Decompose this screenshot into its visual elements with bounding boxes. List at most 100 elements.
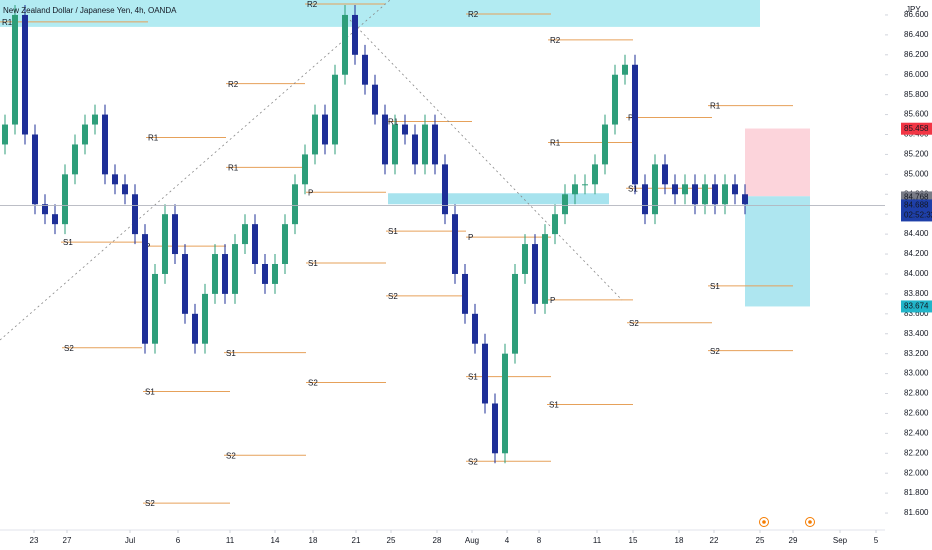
candle-body	[742, 194, 748, 205]
candle-body	[612, 74, 618, 125]
event-icon-dot	[762, 520, 766, 524]
pivot-label: S1	[710, 282, 720, 291]
candle-body	[32, 134, 38, 205]
pivot-label: P	[468, 233, 473, 242]
candle-body	[142, 234, 148, 344]
candle-body	[522, 244, 528, 274]
candle-body	[402, 124, 408, 135]
price-countdown: 02:52:32	[904, 211, 932, 220]
candle-body	[572, 184, 578, 195]
candle-body	[182, 254, 188, 314]
x-tick-label: 18	[675, 536, 684, 545]
y-tick-label: 82.000	[904, 468, 929, 477]
candle-body	[642, 184, 648, 215]
candle-body	[12, 14, 18, 125]
price-label-bg	[901, 300, 932, 313]
x-tick-label: Aug	[465, 536, 479, 545]
candle-body	[132, 194, 138, 235]
candle-body	[322, 114, 328, 145]
x-tick-label: 5	[874, 536, 879, 545]
candle-body	[162, 214, 168, 274]
candle-body	[442, 164, 448, 215]
x-tick-label: Sep	[833, 536, 848, 545]
candle-body	[492, 403, 498, 454]
candle-body	[52, 214, 58, 225]
y-tick-label: 82.400	[904, 428, 929, 437]
price-axis	[885, 0, 932, 550]
pivot-label: R2	[228, 80, 239, 89]
pivot-label: R2	[307, 0, 318, 9]
pivot-label: S1	[308, 259, 318, 268]
candle-body	[172, 214, 178, 255]
pivot-label: P	[550, 296, 555, 305]
x-tick-label: Jul	[125, 536, 135, 545]
x-tick-label: 29	[789, 536, 798, 545]
candle-body	[262, 264, 268, 284]
candle-body	[462, 273, 468, 314]
trend-line	[349, 19, 623, 301]
candle-body	[362, 54, 368, 85]
pivots: R1R2R2R2R2R1R1R1R1R1PPPPPS1S1S1S1S1S1S1S…	[0, 0, 793, 508]
pivot-label: S2	[629, 319, 639, 328]
candle-body	[152, 273, 158, 344]
pivot-label: S1	[388, 227, 398, 236]
y-tick-label: 85.800	[904, 90, 929, 99]
y-tick-label: 82.800	[904, 389, 929, 398]
x-tick-label: 27	[63, 536, 72, 545]
candle-body	[552, 214, 558, 235]
candle-body	[662, 164, 668, 185]
y-tick-label: 86.000	[904, 70, 929, 79]
y-tick-label: 86.600	[904, 10, 929, 19]
y-tick-label: 82.200	[904, 448, 929, 457]
price-label: 85.458	[904, 124, 929, 133]
y-tick-label: 83.400	[904, 329, 929, 338]
price-label: 84.688	[904, 201, 929, 210]
y-tick-label: 83.000	[904, 369, 929, 378]
y-tick-label: 84.400	[904, 229, 929, 238]
candle-body	[452, 214, 458, 274]
price-label-bg	[901, 122, 932, 135]
chart-title: New Zealand Dollar / Japanese Yen, 4h, O…	[3, 6, 177, 15]
candle-body	[42, 204, 48, 215]
candle-body	[212, 254, 218, 294]
x-tick-label: 25	[756, 536, 765, 545]
x-tick-label: 21	[352, 536, 361, 545]
candle-body	[62, 174, 68, 225]
x-tick-label: 25	[387, 536, 396, 545]
candle-body	[672, 184, 678, 195]
candle-body	[252, 224, 258, 265]
pivot-label: S2	[388, 292, 398, 301]
candle-body	[512, 273, 518, 354]
x-tick-label: 11	[226, 536, 235, 545]
candle-body	[562, 194, 568, 215]
currency: JPY	[906, 5, 921, 14]
pivot-label: S1	[549, 401, 559, 410]
x-tick-label: 6	[176, 536, 181, 545]
price-label-bg	[901, 199, 932, 222]
zones	[0, 0, 810, 307]
candle-body	[412, 134, 418, 165]
pivot-label: R2	[468, 10, 479, 19]
event-icon-dot	[808, 520, 812, 524]
x-tick-label: 28	[433, 536, 442, 545]
candle-body	[382, 114, 388, 165]
zone	[745, 128, 810, 197]
candle-body	[652, 164, 658, 215]
candle-body	[502, 353, 508, 454]
candle-body	[602, 124, 608, 165]
pivot-label: R1	[710, 102, 721, 111]
y-tick-label: 85.000	[904, 169, 929, 178]
price-label: 84.768	[904, 193, 929, 202]
y-tick-label: 84.200	[904, 249, 929, 258]
x-tick-label: 11	[593, 536, 602, 545]
candles	[2, 4, 748, 464]
candle-body	[722, 184, 728, 205]
pivot-label: R1	[388, 118, 399, 127]
candle-body	[332, 74, 338, 145]
candle-body	[532, 244, 538, 304]
pivot-label: S2	[710, 347, 720, 356]
zone	[745, 196, 810, 307]
x-tick-label: 4	[505, 536, 510, 545]
trend-line	[0, 0, 391, 341]
candle-body	[682, 184, 688, 195]
